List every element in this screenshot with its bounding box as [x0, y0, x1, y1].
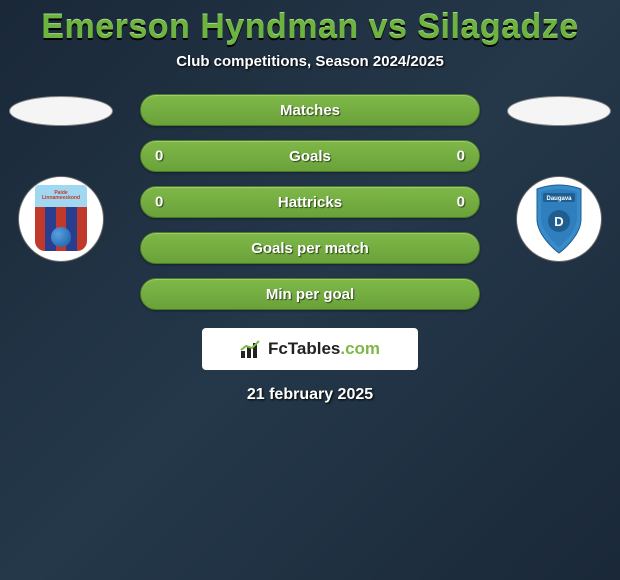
- stat-label: Matches: [280, 102, 340, 119]
- stat-row-matches: Matches: [140, 94, 480, 126]
- crest-name: Daugava: [546, 196, 572, 202]
- stat-label: Hattricks: [278, 194, 342, 211]
- brand-text: FcTables.com: [268, 339, 380, 359]
- stat-row-min-per-goal: Min per goal: [140, 278, 480, 310]
- stat-label: Min per goal: [266, 286, 354, 303]
- stats-column: Matches 0 Goals 0 0 Hattricks 0 Goals pe…: [116, 94, 504, 310]
- left-player-col: Paide Linnameeskond: [6, 94, 116, 262]
- brand-box: FcTables.com: [202, 328, 418, 370]
- bar-chart-icon: [240, 339, 262, 359]
- stat-row-goals: 0 Goals 0: [140, 140, 480, 172]
- crest-top-label: Paide Linnameeskond: [35, 185, 87, 207]
- main-row: Paide Linnameeskond Matches 0 Goals 0 0 …: [0, 94, 620, 310]
- left-club-crest: Paide Linnameeskond: [35, 187, 87, 251]
- shield-icon: Daugava D: [529, 183, 589, 255]
- crest-ball-icon: [51, 227, 71, 247]
- page-title: Emerson Hyndman vs Silagadze: [0, 8, 620, 47]
- infographic-root: Emerson Hyndman vs Silagadze Club compet…: [0, 0, 620, 404]
- stat-left-value: 0: [155, 194, 163, 211]
- stat-row-goals-per-match: Goals per match: [140, 232, 480, 264]
- svg-text:D: D: [554, 214, 563, 229]
- right-club-badge: Daugava D: [516, 176, 602, 262]
- brand-suffix: .com: [340, 339, 380, 358]
- stat-right-value: 0: [457, 194, 465, 211]
- left-flag-placeholder: [9, 96, 113, 126]
- stat-label: Goals: [289, 148, 331, 165]
- date-line: 21 february 2025: [0, 386, 620, 404]
- brand-name: FcTables: [268, 339, 340, 358]
- right-flag-placeholder: [507, 96, 611, 126]
- stat-row-hattricks: 0 Hattricks 0: [140, 186, 480, 218]
- stat-right-value: 0: [457, 148, 465, 165]
- right-club-crest: Daugava D: [529, 183, 589, 255]
- subtitle: Club competitions, Season 2024/2025: [0, 53, 620, 70]
- left-club-badge: Paide Linnameeskond: [18, 176, 104, 262]
- stat-label: Goals per match: [251, 240, 369, 257]
- stat-left-value: 0: [155, 148, 163, 165]
- right-player-col: Daugava D: [504, 94, 614, 262]
